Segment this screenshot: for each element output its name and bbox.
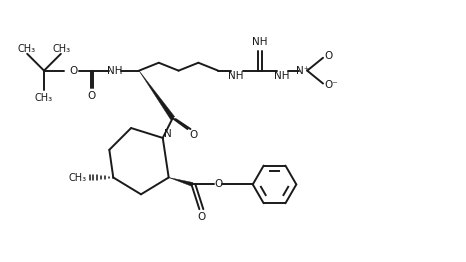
Text: O: O xyxy=(189,130,198,140)
Text: O⁻: O⁻ xyxy=(324,80,338,90)
Polygon shape xyxy=(169,177,193,186)
Text: O: O xyxy=(325,51,333,61)
Text: NH: NH xyxy=(107,66,122,76)
Text: CH₃: CH₃ xyxy=(35,93,53,103)
Text: NH: NH xyxy=(274,70,289,81)
Text: O: O xyxy=(214,179,222,189)
Text: O: O xyxy=(197,212,206,222)
Text: NH: NH xyxy=(228,70,244,81)
Text: CH₃: CH₃ xyxy=(69,172,87,183)
Polygon shape xyxy=(139,71,175,119)
Text: CH₃: CH₃ xyxy=(17,44,35,54)
Text: O: O xyxy=(88,91,96,101)
Text: CH₃: CH₃ xyxy=(53,44,71,54)
Text: NH: NH xyxy=(252,37,267,47)
Text: N: N xyxy=(164,129,171,139)
Text: O: O xyxy=(69,66,78,76)
Text: N⁺: N⁺ xyxy=(295,66,309,76)
